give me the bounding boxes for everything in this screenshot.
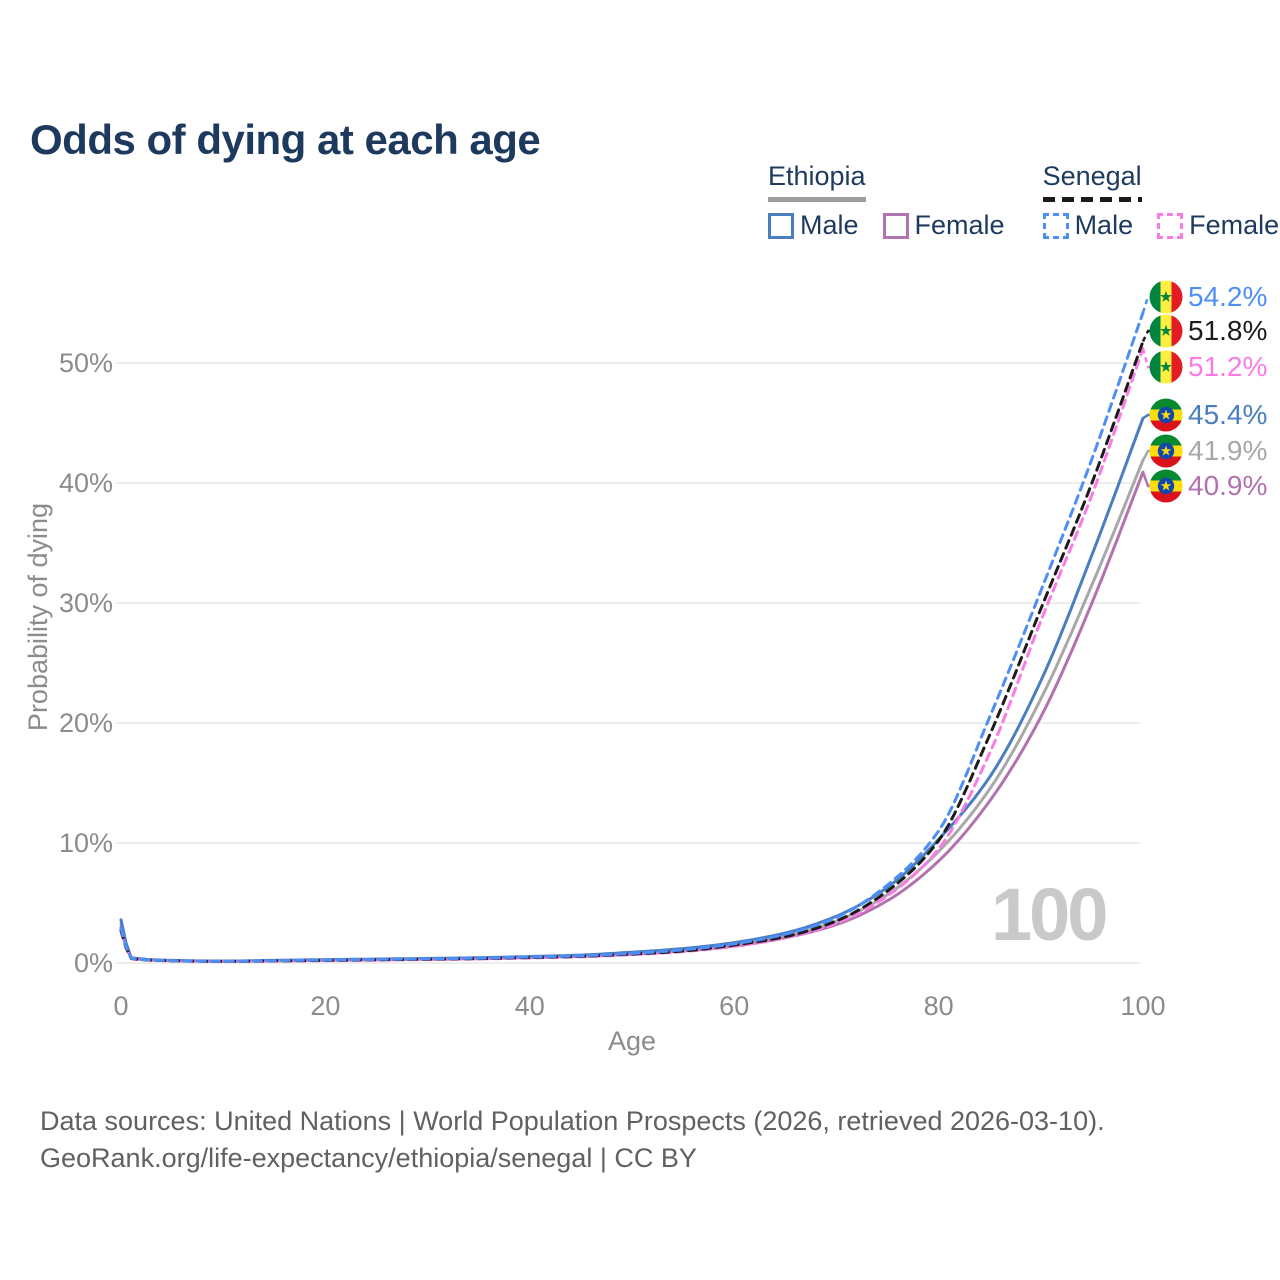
legend-item-senegal-male[interactable]: Male: [1042, 210, 1134, 241]
page-title: Odds of dying at each age: [30, 116, 541, 164]
series-end-label: 51.2%: [1188, 351, 1267, 382]
series-end-label: 41.9%: [1188, 435, 1267, 466]
x-tick-label: 80: [924, 991, 954, 1021]
legend-label-senegal-female: Female: [1189, 210, 1280, 240]
legend-country-label-ethiopia: Ethiopia: [768, 161, 866, 191]
legend-items-ethiopia: Male Female: [768, 210, 1005, 241]
y-tick-label: 10%: [59, 828, 113, 858]
series-line-senegal-male[interactable]: [119, 311, 1145, 963]
legend-item-senegal-female[interactable]: Female: [1157, 210, 1279, 241]
x-tick-label: 60: [719, 991, 749, 1021]
flag-icon-ethiopia: [1149, 434, 1183, 468]
x-tick-label: 0: [113, 991, 128, 1021]
series-line-ethiopia-male[interactable]: [119, 416, 1145, 963]
legend-country-underline-ethiopia: [768, 197, 866, 202]
legend-label-ethiopia-male: Male: [800, 210, 859, 240]
legend-label-ethiopia-female: Female: [914, 210, 1005, 240]
legend-item-ethiopia-female[interactable]: Female: [882, 210, 1005, 241]
x-axis-title: Age: [608, 1026, 656, 1056]
legend-country-underline-senegal: [1042, 197, 1142, 202]
legend-country-senegal[interactable]: Senegal: [1042, 161, 1142, 202]
flag-icon-senegal: [1149, 314, 1183, 348]
series-end-label: 40.9%: [1188, 470, 1267, 501]
label-leader-line: [1141, 329, 1152, 342]
series-end-label: 51.8%: [1188, 315, 1267, 346]
legend-swatch-ethiopia-male: [768, 212, 794, 239]
y-tick-label: 0%: [74, 948, 113, 978]
x-tick-label: 20: [310, 991, 340, 1021]
age-watermark: 100: [991, 873, 1108, 956]
series-end-label: 45.4%: [1188, 399, 1267, 430]
y-tick-label: 20%: [59, 708, 113, 738]
series-end-label: 54.2%: [1188, 281, 1267, 312]
x-tick-label: 100: [1120, 991, 1165, 1021]
y-tick-label: 40%: [59, 468, 113, 498]
legend-swatch-ethiopia-female: [882, 212, 909, 239]
legend-group-senegal: Senegal Male Female: [1042, 161, 1279, 241]
legend-item-ethiopia-male[interactable]: Male: [768, 210, 859, 241]
series-line-senegal-both[interactable]: [119, 339, 1145, 963]
legend-items-senegal: Male Female: [1042, 210, 1279, 241]
flag-icon-senegal: [1149, 280, 1183, 314]
legend-group-ethiopia: Ethiopia Male Female: [768, 161, 1005, 241]
chart-legend: Ethiopia Male Female Senegal Male: [768, 161, 1279, 241]
y-tick-label: 30%: [59, 588, 113, 618]
legend-swatch-senegal-male: [1042, 212, 1069, 239]
legend-country-ethiopia[interactable]: Ethiopia: [768, 161, 866, 202]
legend-label-senegal-male: Male: [1074, 210, 1134, 240]
footer-attribution: GeoRank.org/life-expectancy/ethiopia/sen…: [40, 1142, 697, 1173]
legend-swatch-senegal-female: [1157, 212, 1184, 239]
x-tick-label: 40: [515, 991, 545, 1021]
series-line-ethiopia-both[interactable]: [119, 458, 1145, 963]
flag-icon-ethiopia: [1149, 398, 1183, 432]
flag-icon-senegal: [1149, 350, 1183, 384]
series-line-senegal-female[interactable]: [119, 347, 1145, 963]
y-tick-label: 50%: [59, 348, 113, 378]
footer-data-sources: Data sources: United Nations | World Pop…: [40, 1106, 1105, 1136]
y-axis-title: Probability of dying: [23, 503, 53, 731]
flag-icon-ethiopia: [1149, 469, 1183, 503]
legend-country-label-senegal: Senegal: [1042, 161, 1142, 191]
footer: Data sources: United Nations | World Pop…: [40, 1103, 1105, 1177]
